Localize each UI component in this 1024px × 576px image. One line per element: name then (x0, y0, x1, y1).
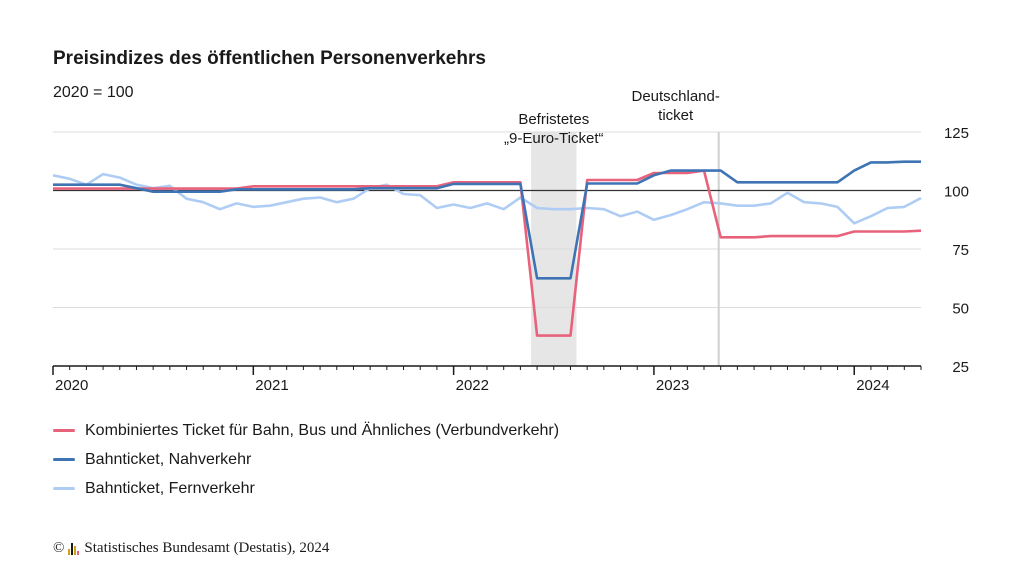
x-tick-label-2020: 2020 (55, 377, 88, 394)
legend-label-nahverkehr: Bahnticket, Nahverkehr (85, 450, 252, 468)
x-tick-label-2024: 2024 (856, 377, 889, 394)
x-tick-label-2022: 2022 (456, 377, 489, 394)
legend: Kombiniertes Ticket für Bahn, Bus und Äh… (53, 416, 559, 503)
series-line-0 (53, 169, 922, 337)
annotation-label-9-euro: Befristetes „9-Euro-Ticket“ (504, 111, 603, 147)
source-footer: © Statistisches Bundesamt (Destatis), 20… (53, 540, 329, 557)
y-tick-label-75: 75 (952, 242, 969, 259)
annotation-label-deutschlandticket: Deutschland-ticket (631, 88, 719, 124)
y-tick-label-50: 50 (952, 301, 969, 318)
legend-swatch-fernverkehr (53, 487, 75, 490)
legend-label-fernverkehr: Bahnticket, Fernverkehr (85, 479, 255, 497)
chart-subtitle: 2020 = 100 (53, 84, 134, 101)
copyright-symbol: © (53, 540, 65, 556)
series-line-2 (52, 172, 922, 225)
annotation-label-deutschlandticket-line: Deutschland- (631, 88, 719, 105)
legend-item-fernverkehr: Bahnticket, Fernverkehr (53, 474, 559, 503)
y-tick-label-125: 125 (944, 125, 969, 142)
x-tick-label-2023: 2023 (656, 377, 689, 394)
destatis-logo-icon (68, 542, 80, 555)
legend-label-verbund: Kombiniertes Ticket für Bahn, Bus und Äh… (85, 421, 560, 439)
source-text: Statistisches Bundesamt (Destatis), 2024 (84, 540, 330, 556)
series-line-1 (53, 160, 921, 280)
x-tick-label-2021: 2021 (255, 377, 288, 394)
legend-swatch-nahverkehr (53, 458, 75, 461)
legend-item-nahverkehr: Bahnticket, Nahverkehr (53, 445, 559, 474)
chart-title: Preisindizes des öffentlichen Personenve… (53, 48, 486, 69)
y-tick-label-25: 25 (952, 359, 969, 376)
legend-swatch-verbund (53, 429, 75, 432)
annotation-label-9-euro-line: „9-Euro-Ticket“ (504, 130, 603, 147)
annotation-label-9-euro-line: Befristetes (518, 111, 589, 128)
annotation-label-deutschlandticket-line: ticket (658, 107, 694, 124)
legend-item-verbund: Kombiniertes Ticket für Bahn, Bus und Äh… (53, 416, 559, 445)
y-tick-label-100: 100 (944, 184, 969, 201)
